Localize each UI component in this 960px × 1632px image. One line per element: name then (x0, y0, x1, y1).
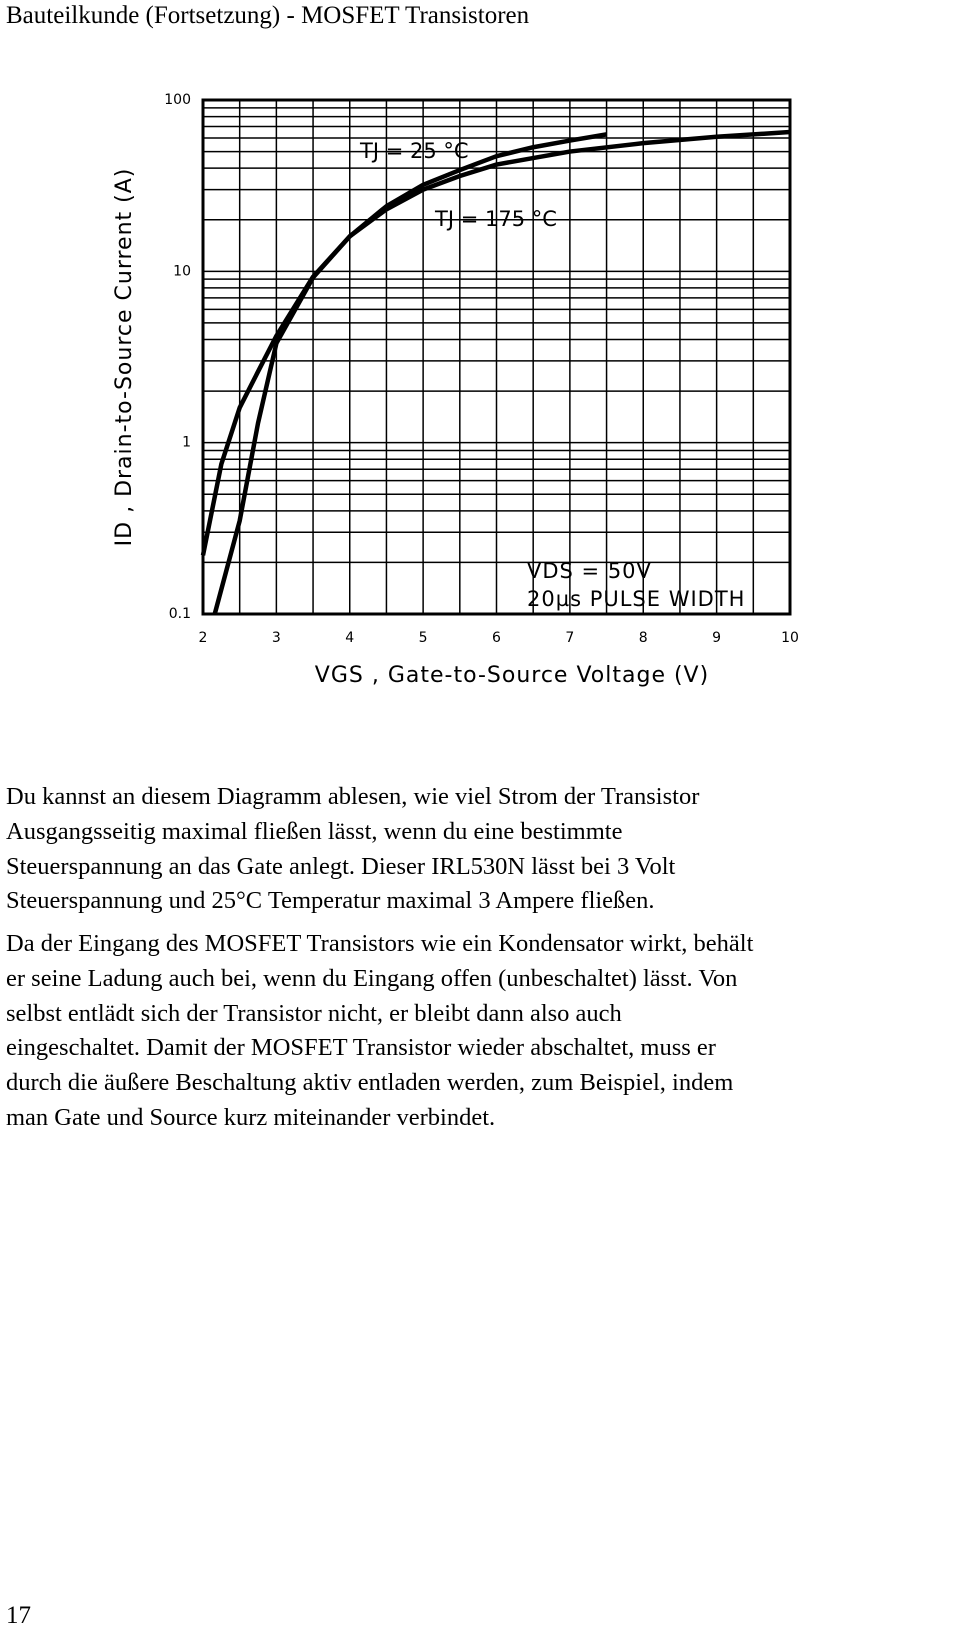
x-tick-label: 3 (272, 630, 281, 646)
y-tick-label: 100 (164, 92, 191, 108)
y-tick-label: 1 (182, 435, 191, 451)
text-line: Du kannst an diesem Diagramm ablesen, wi… (6, 783, 700, 810)
y-tick-label: 0.1 (169, 606, 191, 622)
text-line: er seine Ladung auch bei, wenn du Eingan… (6, 964, 738, 992)
text-line: eingeschaltet. Damit der MOSFET Transist… (6, 1034, 716, 1062)
text-line: man Gate und Source kurz miteinander ver… (6, 1103, 496, 1131)
text-line: selbst entlädt sich der Transistor nicht… (6, 999, 622, 1027)
plot-frame (201, 98, 792, 616)
series-label: TJ = 25 °C (359, 139, 469, 163)
x-tick-label: 7 (565, 630, 574, 646)
annotation: 20µs PULSE WIDTH (527, 587, 745, 611)
text-line: Ausgangsseitig maximal fließen lässt, we… (6, 817, 623, 845)
x-tick-label: 5 (419, 630, 428, 646)
text-line: Da der Eingang des MOSFET Transistors wi… (6, 930, 754, 957)
x-tick-label: 9 (712, 630, 721, 646)
text-line: Steuerspannung an das Gate anlegt. Diese… (6, 852, 676, 880)
x-tick-label: 4 (345, 630, 354, 646)
page-title: Bauteilkunde (Fortsetzung) - MOSFET Tran… (6, 2, 530, 29)
chart: 2 3 4 5 6 7 8 9 10 0.1 1 10 100 TJ = 25 °C TJ = 175 °C… (112, 92, 799, 688)
y-tick-label: 10 (173, 263, 191, 279)
text-line: durch die äußere Beschaltung aktiv entla… (6, 1069, 734, 1097)
paragraph: Du kannst an diesem Diagramm ablesen, wi… (6, 780, 699, 919)
series-label: TJ = 175 °C (434, 207, 557, 231)
x-tick-label: 2 (199, 630, 208, 646)
x-axis-label: VGS , Gate-to-Source Voltage (V) (315, 663, 709, 688)
x-tick-label: 10 (781, 630, 799, 646)
paragraph: Da der Eingang des MOSFET Transistors wi… (6, 927, 753, 1136)
series-line (212, 129, 791, 615)
text-line: Steuerspannung und 25°C Temperatur maxim… (6, 887, 655, 915)
y-axis-label: ID , Drain-to-Source Current (A) (112, 168, 137, 547)
page-number: 17 (6, 1602, 31, 1629)
x-tick-label: 8 (639, 630, 648, 646)
annotation: VDS = 50V (527, 559, 652, 583)
x-tick-label: 6 (492, 630, 501, 646)
